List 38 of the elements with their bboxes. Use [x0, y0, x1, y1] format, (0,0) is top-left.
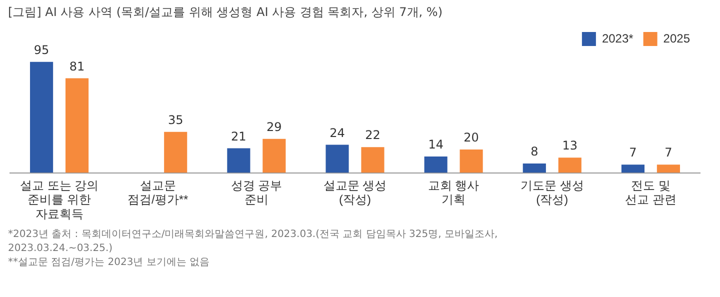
- bar: [361, 147, 384, 173]
- x-tick-label: 교회 행사 기획: [428, 178, 480, 207]
- bar: [326, 144, 349, 173]
- text: **설교문 점검/평가는 2023년 보기에는 없음: [8, 256, 211, 270]
- data-label: 29: [266, 120, 282, 134]
- chart-title: [그림] AI 사용 사역 (목회/설교를 위해 생성형 AI 사용 경험 목회자, 상위 7개, %): [8, 4, 443, 21]
- data-label: 35: [168, 113, 184, 128]
- bar: [262, 138, 286, 173]
- bar: [460, 149, 483, 173]
- x-tick-label: 설교문 생성 (작성): [323, 178, 387, 207]
- data-label: 8: [530, 144, 538, 159]
- x-tick-label: 기도문 생성 (작성): [520, 178, 584, 207]
- bar: [558, 158, 582, 173]
- data-label: 20: [464, 130, 479, 145]
- data-label: 22: [365, 128, 380, 142]
- data-label: 7: [664, 146, 672, 160]
- data-label: 95: [34, 42, 50, 57]
- data-label: 21: [231, 129, 246, 144]
- bar: [621, 164, 645, 173]
- text: *2023년 출처 : 목회데이터연구소/미래목회와말씀연구원, 2023.03.(전국 교회 담임목사 325명, 모바일조사, 2023.03.24.~03.25.): [8, 228, 498, 256]
- bar: [65, 78, 89, 173]
- bar: [424, 156, 448, 173]
- bar: [227, 148, 250, 173]
- bar: [30, 62, 54, 173]
- data-label: 81: [69, 59, 85, 74]
- bar: [164, 132, 188, 173]
- data-label: 24: [330, 126, 345, 140]
- legend-label: 2023*: [602, 31, 634, 46]
- x-tick-label: 설교문 점검/평가**: [128, 178, 189, 207]
- data-label: 14: [428, 138, 444, 152]
- data-label: 13: [562, 138, 578, 153]
- x-tick-label: 설교 또는 강의 준비를 위한 자료획득: [20, 178, 99, 222]
- bar: [656, 164, 680, 173]
- legend-label: 2025: [663, 31, 690, 46]
- data-label: 7: [629, 146, 637, 160]
- x-tick-label: 성경 공부 준비: [230, 178, 282, 207]
- x-tick-label: 전도 및 선교 관련: [625, 178, 676, 207]
- bar: [522, 163, 546, 173]
